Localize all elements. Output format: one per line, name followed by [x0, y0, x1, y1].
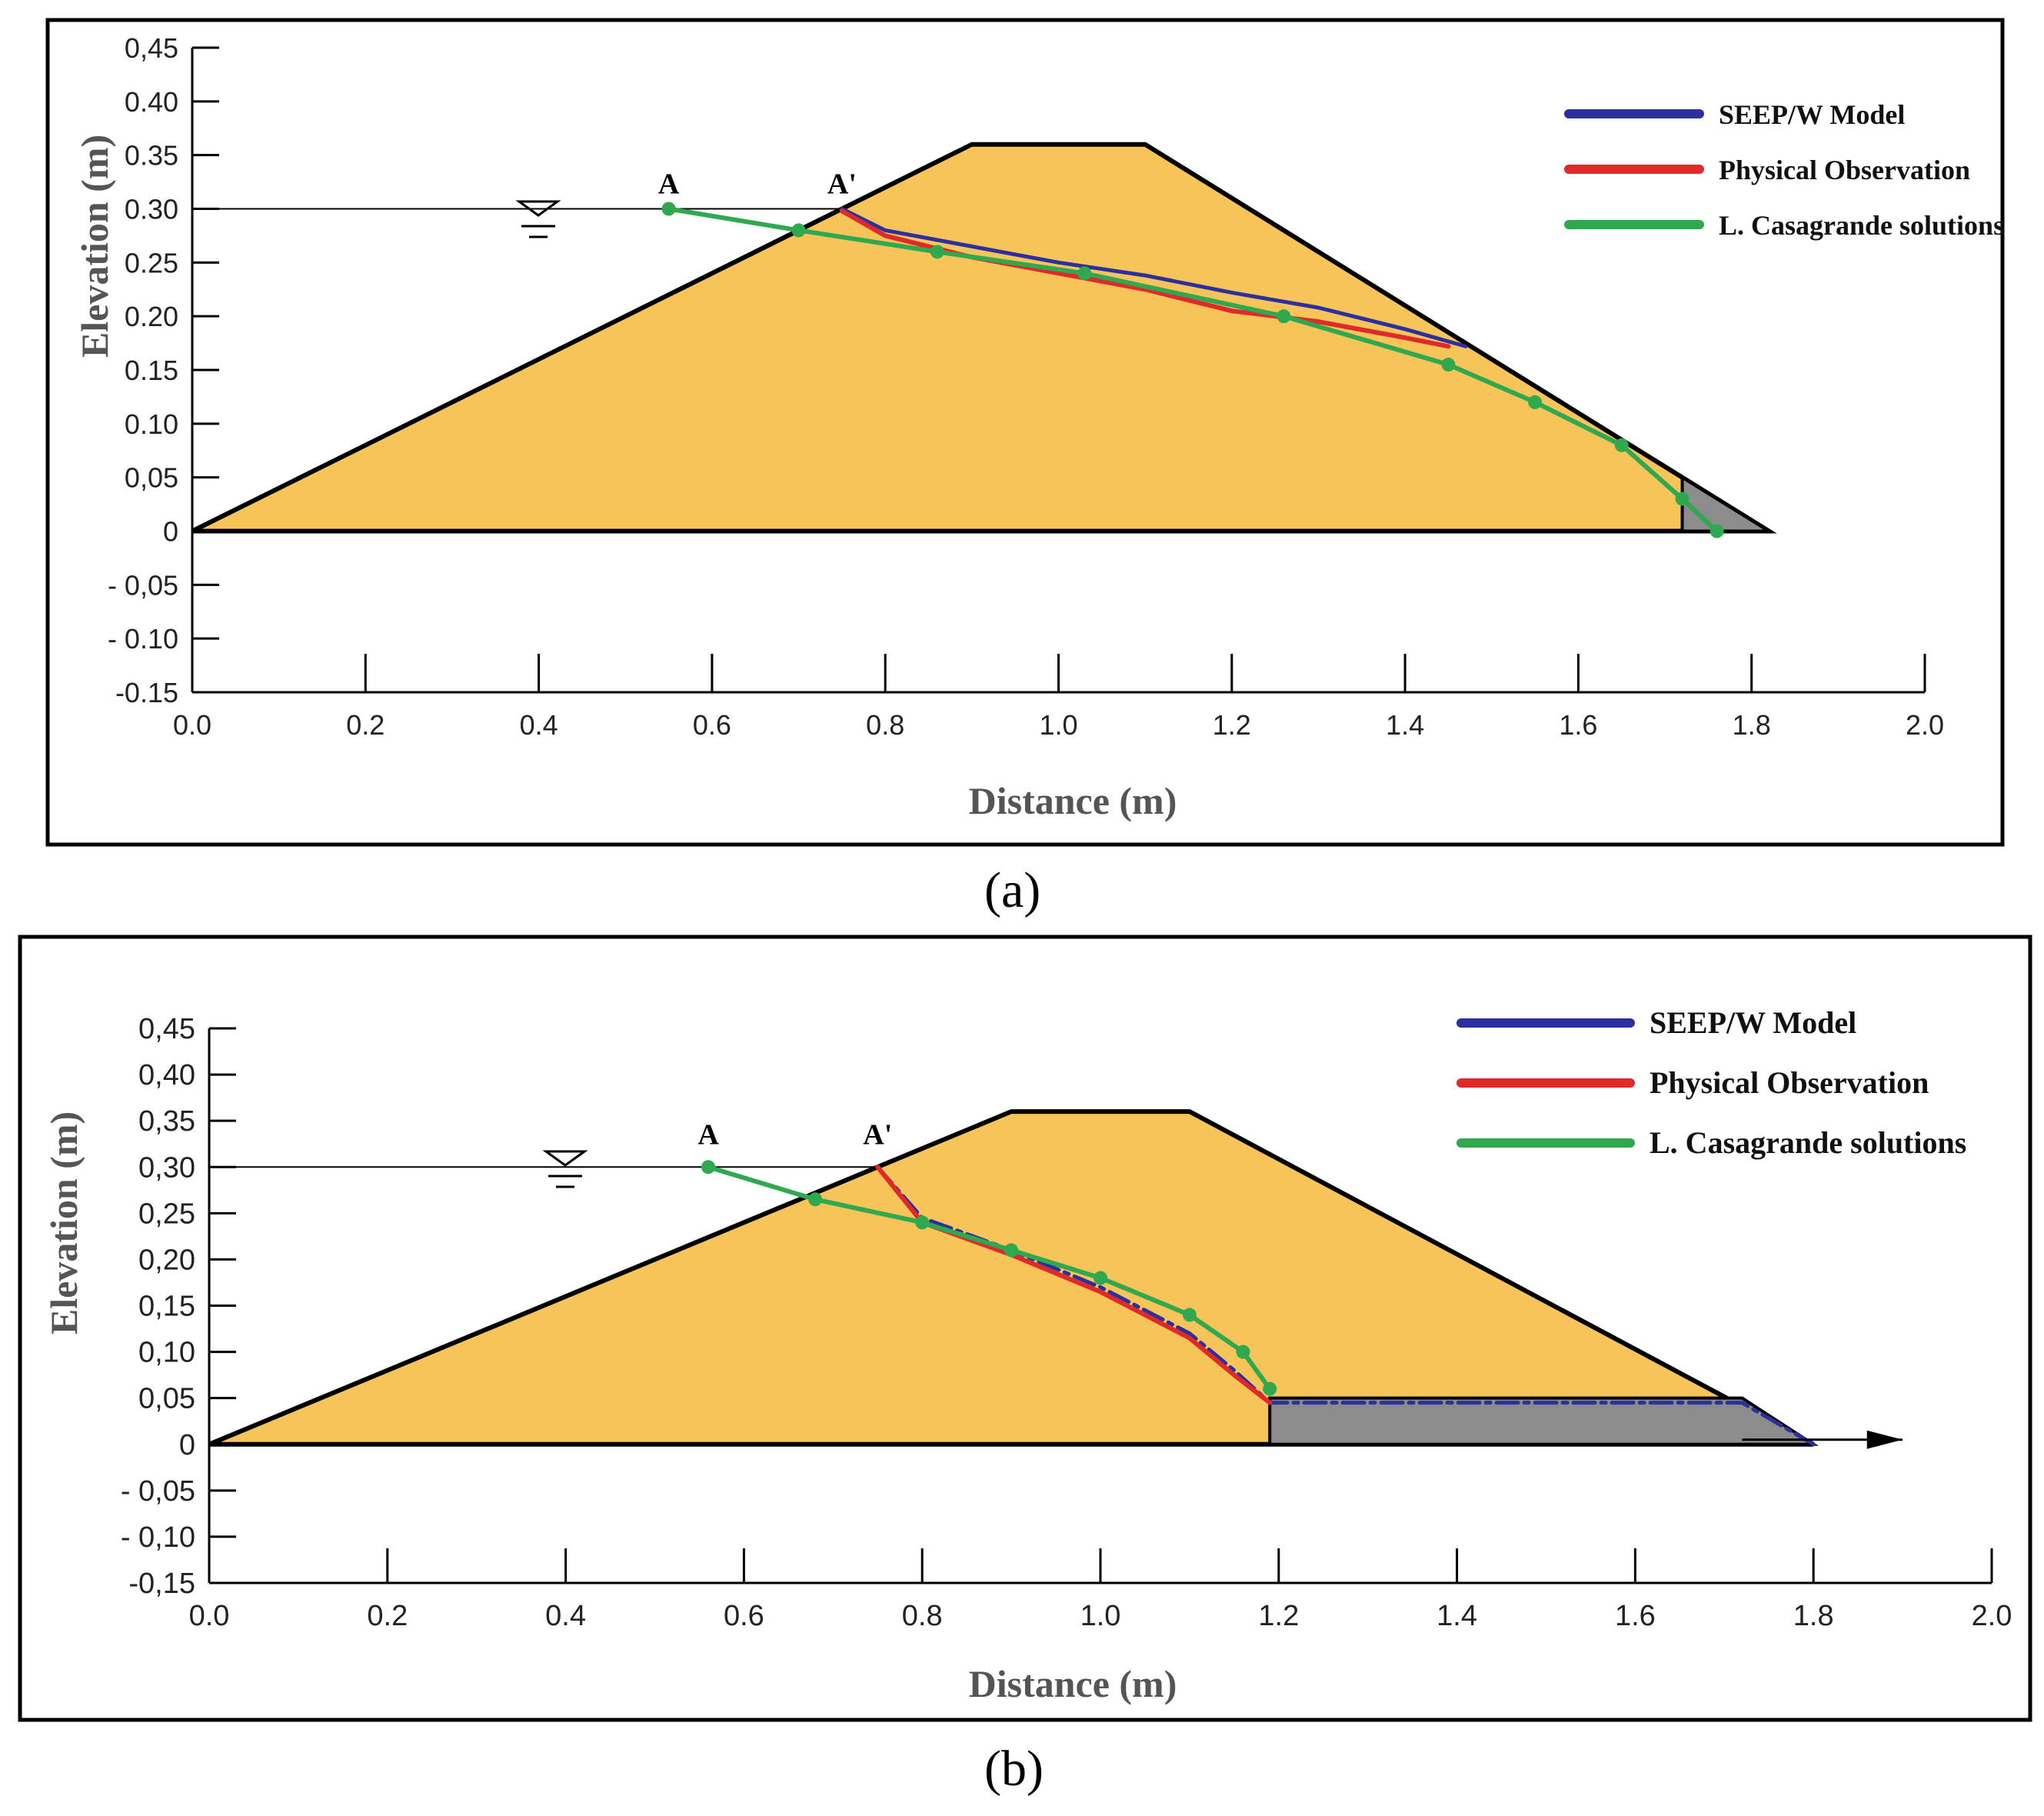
chart-b-y-tick-label: 0	[179, 1429, 195, 1461]
chart-b-y-tick-label: 0,45	[138, 1013, 195, 1045]
chart-b-casagrande-point	[1236, 1345, 1250, 1359]
chart-b-x-tick-label: 0.6	[724, 1600, 764, 1632]
chart-a-casagrande-point	[1528, 395, 1543, 409]
chart-b-legend-label-2: L. Casagrande solutions	[1650, 1125, 1966, 1160]
chart-a-casagrande-point	[1675, 491, 1689, 506]
chart-a-y-tick-label: 0.25	[125, 247, 178, 278]
chart-b-y-tick-label: 0,05	[138, 1383, 195, 1415]
chart-a-x-tick-label: 1.8	[1733, 709, 1771, 741]
chart-a-x-tick-label: 0.2	[346, 709, 384, 741]
chart-b-group: A A' 0,45 0,40 0,35 0,30 0,25 0,20 0,15 0,10 0,05…	[18, 935, 2032, 1722]
chart-b-casagrande-point	[1004, 1243, 1019, 1258]
chart-b-y-tick-label: 0,35	[138, 1105, 195, 1138]
chart-b-dam-body	[208, 1109, 1815, 1447]
chart-a-y-tick-label: - 0,05	[108, 569, 178, 601]
chart-b-xlabel: Distance (m)	[969, 1662, 1177, 1705]
chart-a-legend-label-0: SEEP/W Model	[1719, 99, 1905, 130]
chart-a-x-tick-label: 0.0	[173, 709, 211, 741]
chart-b-y-tick-label: 0,40	[138, 1059, 195, 1091]
chart-a-legend-label-1: Physical Observation	[1719, 155, 1970, 185]
caption-b: (b)	[984, 1741, 1044, 1797]
chart-a-frame	[45, 18, 2005, 847]
chart-a-legend-label-2: L. Casagrande solutions	[1719, 210, 2004, 241]
chart-b-label-a: A	[697, 1118, 719, 1151]
chart-b-y-tick-label: 0,20	[138, 1244, 195, 1276]
chart-a-x-tick-label: 1.4	[1386, 709, 1424, 741]
chart-a-water-level-icon	[515, 200, 561, 217]
chart-a-x-tick-label: 0.6	[693, 709, 731, 741]
chart-b-series-seepw	[875, 1165, 1816, 1447]
chart-b-y-tick-label: 0,25	[138, 1198, 195, 1230]
chart-b-x-tick-label: 0.4	[545, 1600, 586, 1632]
chart-b-casagrande-point	[915, 1215, 930, 1230]
chart-a-casagrande-point	[930, 245, 944, 259]
chart-a-group: A A' 0,450.400.350.300.250.200.150.100,05…	[45, 18, 2005, 847]
chart-a-y-tick-label: 0	[163, 516, 178, 548]
chart-b-y-tick-label: - 0,05	[121, 1475, 195, 1508]
chart-a-xlabel: Distance (m)	[969, 779, 1177, 822]
chart-a-x-tick-label: 1.0	[1039, 709, 1077, 741]
chart-a-casagrande-point	[661, 202, 676, 216]
chart-a-y-tick-label: 0.15	[125, 355, 178, 386]
chart-b-casagrande-point	[1182, 1308, 1197, 1322]
chart-b-series-physical	[875, 1165, 1273, 1405]
chart-b-x-tick-label: 2.0	[1972, 1600, 2012, 1632]
chart-a-y-tick-label: 0.35	[125, 140, 178, 172]
chart-b-label-a-prime: A'	[863, 1118, 892, 1151]
chart-b-legend-label-1: Physical Observation	[1650, 1065, 1929, 1100]
chart-b-x-tick-label: 1.8	[1793, 1600, 1834, 1632]
chart-b-x-tick-label: 0.2	[367, 1600, 408, 1632]
chart-b-drain	[1268, 1396, 1819, 1446]
chart-b-legend-label-0: SEEP/W Model	[1650, 1005, 1856, 1040]
chart-b-outflow-arrow-icon	[1866, 1430, 1903, 1449]
chart-b-water-level-icon	[542, 1150, 588, 1167]
chart-b-y-tick-label: 0,15	[138, 1291, 195, 1323]
chart-b-frame	[18, 935, 2032, 1722]
chart-a-casagrande-point	[1709, 524, 1724, 538]
chart-a-ylabel: Elevation (m)	[73, 135, 116, 358]
chart-b-y-tick-label: - 0,10	[121, 1521, 195, 1554]
chart-a-label-a-prime: A'	[827, 168, 857, 201]
chart-b-casagrande-point	[808, 1192, 823, 1207]
chart-b-x-tick-label: 1.0	[1080, 1600, 1121, 1632]
chart-a-x-tick-label: 1.2	[1213, 709, 1251, 741]
chart-b-casagrande-point	[701, 1160, 716, 1175]
chart-a-casagrande-point	[1614, 438, 1629, 452]
chart-a-y-tick-label: 0.30	[125, 194, 178, 225]
chart-a-y-tick-label: 0.40	[125, 86, 178, 118]
chart-a-y-tick-label: 0,45	[125, 32, 178, 64]
caption-a: (a)	[984, 862, 1041, 918]
chart-a-x-tick-label: 2.0	[1906, 709, 1944, 741]
chart-a-y-tick-label: 0,05	[125, 462, 178, 494]
chart-a-y-tick-label: -0.15	[115, 677, 178, 708]
chart-a-drain	[1680, 475, 1775, 533]
chart-a-casagrande-point	[1077, 266, 1092, 281]
chart-b-y-tick-label: 0,30	[138, 1151, 195, 1184]
chart-a-x-tick-label: 1.6	[1559, 709, 1597, 741]
chart-a-series-casagrande	[666, 206, 1719, 534]
chart-b-series-casagrande	[706, 1165, 1273, 1391]
chart-a-x-tick-label: 0.4	[520, 709, 558, 741]
chart-b-x-tick-label: 1.4	[1436, 1600, 1477, 1632]
chart-b-x-tick-label: 1.6	[1615, 1600, 1656, 1632]
chart-b-x-tick-label: 1.2	[1258, 1600, 1299, 1632]
chart-a-series-seepw	[840, 207, 1468, 348]
chart-a-y-tick-label: - 0.10	[108, 623, 178, 655]
chart-a-casagrande-point	[1277, 309, 1291, 324]
chart-a-dam-body	[191, 142, 1777, 534]
chart-a-y-tick-label: 0.10	[125, 408, 178, 440]
chart-b-x-tick-label: 0.8	[902, 1600, 943, 1632]
chart-b-y-tick-label: 0,10	[138, 1337, 195, 1369]
chart-a-label-a: A	[658, 168, 680, 201]
chart-b-x-tick-label: 0.0	[189, 1600, 230, 1632]
chart-a-casagrande-point	[1441, 358, 1456, 372]
chart-a-x-tick-label: 0.8	[866, 709, 904, 741]
chart-b-casagrande-point	[1263, 1381, 1277, 1396]
chart-b-y-tick-label: -0,15	[128, 1568, 195, 1600]
chart-a-casagrande-point	[791, 223, 806, 238]
chart-b-ylabel: Elevation (m)	[42, 1111, 85, 1335]
chart-b-casagrande-point	[1094, 1271, 1107, 1285]
chart-a-series-physical	[839, 208, 1451, 349]
chart-a-y-tick-label: 0.20	[125, 301, 178, 332]
